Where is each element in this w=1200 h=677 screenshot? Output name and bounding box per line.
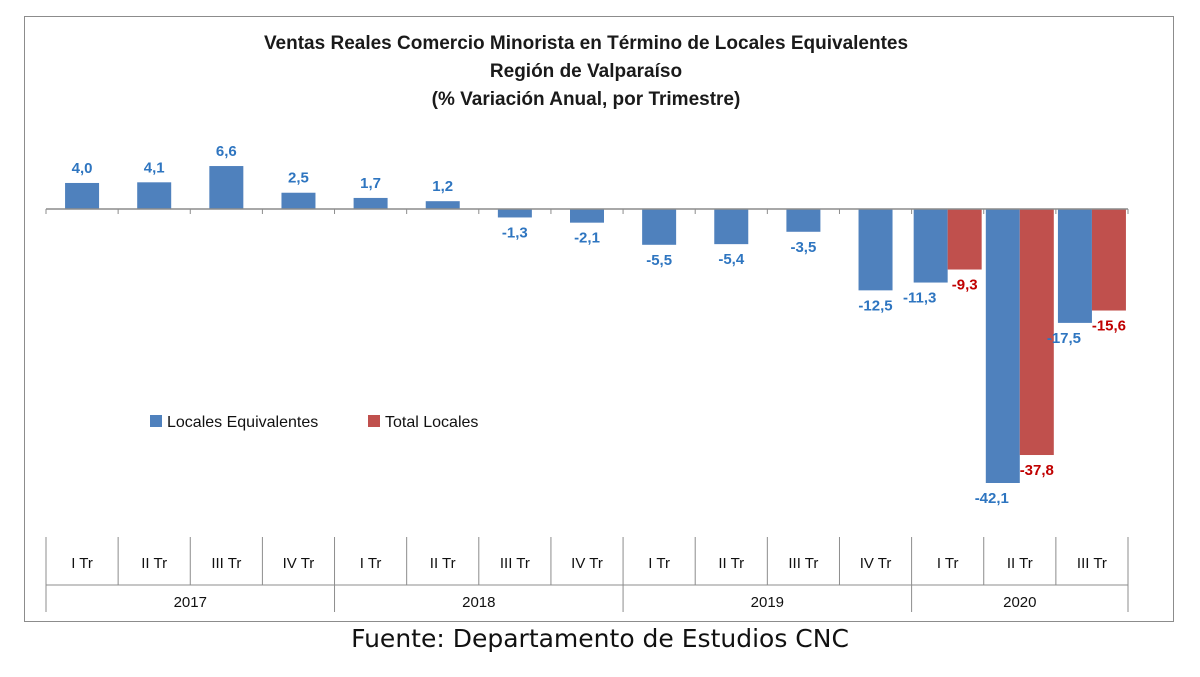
data-label-total-locales: -9,3	[952, 277, 978, 294]
data-label-locales-equivalentes: 6,6	[216, 143, 237, 160]
chart-title-line: (% Variación Anual, por Trimestre)	[432, 89, 741, 110]
chart-title-line: Ventas Reales Comercio Minorista en Térm…	[264, 33, 908, 54]
year-label: 2020	[1003, 594, 1036, 611]
bar-locales-equivalentes	[570, 209, 604, 223]
chart-frame	[24, 16, 1174, 622]
data-label-locales-equivalentes: -12,5	[858, 297, 892, 314]
chart-title-line: Región de Valparaíso	[490, 61, 682, 82]
data-label-total-locales: -15,6	[1092, 318, 1126, 335]
data-label-locales-equivalentes: -42,1	[975, 490, 1009, 507]
bar-locales-equivalentes	[137, 182, 172, 209]
source-note: Fuente: Departamento de Estudios CNC	[351, 624, 849, 653]
bar-locales-equivalentes	[353, 197, 388, 209]
category-label: I Tr	[71, 555, 93, 572]
category-label: III Tr	[1077, 555, 1107, 572]
bar-locales-equivalentes	[1057, 209, 1092, 323]
category-label: III Tr	[500, 555, 530, 572]
bar-locales-equivalentes	[858, 209, 893, 291]
data-label-locales-equivalentes: -11,3	[903, 290, 936, 307]
data-label-locales-equivalentes: -5,4	[718, 251, 745, 268]
data-label-locales-equivalentes: 2,5	[288, 170, 309, 187]
data-label-total-locales: -37,8	[1020, 462, 1054, 479]
data-label-locales-equivalentes: -2,1	[574, 230, 600, 247]
category-label: IV Tr	[860, 555, 892, 572]
legend-swatch-locales-equivalentes	[150, 415, 162, 427]
category-label: I Tr	[360, 555, 382, 572]
category-label: II Tr	[718, 555, 744, 572]
bar-locales-equivalentes	[65, 182, 100, 209]
data-label-locales-equivalentes: -5,5	[646, 252, 672, 269]
category-label: III Tr	[788, 555, 818, 572]
bar-total-locales	[1019, 209, 1054, 456]
bar-total-locales	[1091, 209, 1126, 311]
category-label: II Tr	[1007, 555, 1033, 572]
bar-locales-equivalentes	[497, 209, 532, 218]
data-label-locales-equivalentes: 1,2	[432, 178, 453, 195]
data-label-locales-equivalentes: -1,3	[502, 224, 528, 241]
legend-label-total-locales: Total Locales	[385, 414, 478, 431]
category-label: I Tr	[937, 555, 959, 572]
bar-locales-equivalentes	[913, 209, 948, 283]
bar-locales-equivalentes	[425, 201, 460, 209]
year-label: 2019	[751, 594, 784, 611]
data-label-locales-equivalentes: -3,5	[790, 239, 816, 256]
category-label: IV Tr	[283, 555, 315, 572]
bar-locales-equivalentes	[642, 209, 677, 245]
bar-locales-equivalentes	[209, 166, 244, 209]
year-label: 2018	[462, 594, 495, 611]
category-label: II Tr	[430, 555, 456, 572]
year-label: 2017	[174, 594, 207, 611]
data-label-locales-equivalentes: 1,7	[360, 175, 381, 192]
bar-locales-equivalentes	[786, 209, 821, 232]
legend-swatch-total-locales	[368, 415, 380, 427]
category-label: I Tr	[648, 555, 670, 572]
bar-locales-equivalentes	[714, 209, 749, 245]
category-label: IV Tr	[571, 555, 603, 572]
data-label-locales-equivalentes: 4,1	[144, 159, 165, 176]
legend-label-locales-equivalentes: Locales Equivalentes	[167, 414, 318, 431]
category-label: III Tr	[211, 555, 241, 572]
bar-locales-equivalentes	[281, 192, 316, 209]
data-label-locales-equivalentes: -17,5	[1047, 330, 1081, 347]
category-label: II Tr	[141, 555, 167, 572]
bar-total-locales	[947, 209, 982, 270]
data-label-locales-equivalentes: 4,0	[72, 160, 93, 177]
bar-locales-equivalentes	[985, 209, 1020, 483]
